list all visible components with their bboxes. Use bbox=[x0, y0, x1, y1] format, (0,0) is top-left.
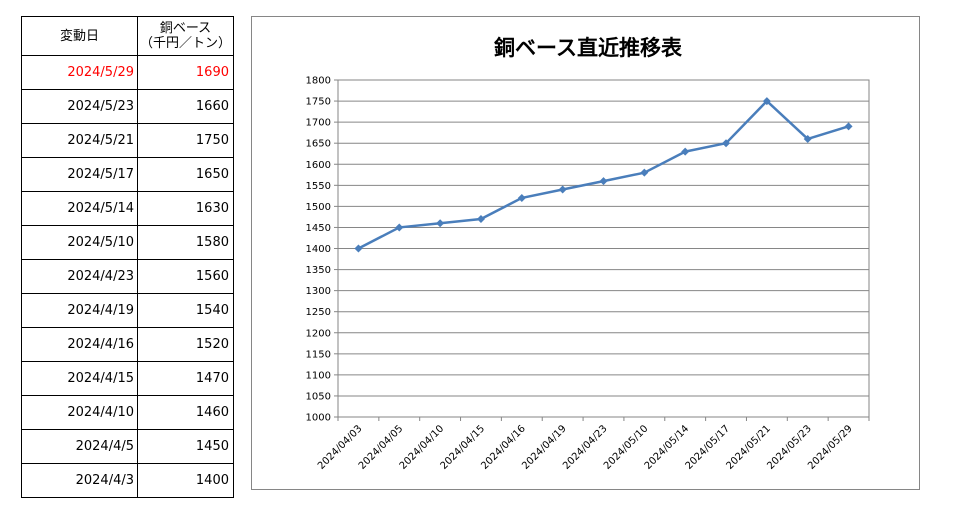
table-row: 2024/5/14 1630 bbox=[21, 191, 234, 226]
table-row: 2024/5/17 1650 bbox=[21, 157, 234, 192]
row-price: 1460 bbox=[137, 395, 234, 430]
data-point-marker bbox=[762, 97, 771, 106]
y-tick-label: 1550 bbox=[306, 181, 331, 192]
y-tick-label: 1600 bbox=[306, 160, 331, 171]
row-price: 1520 bbox=[137, 327, 234, 362]
row-price: 1690 bbox=[137, 55, 234, 90]
y-tick-label: 1200 bbox=[306, 328, 331, 339]
table-row: 2024/4/19 1540 bbox=[21, 293, 234, 328]
data-point-marker bbox=[436, 219, 445, 228]
row-price: 1750 bbox=[137, 123, 234, 158]
header-price-line1: 銅ベース bbox=[159, 21, 212, 36]
table-header-row: 変動日 銅ベース （千円／トン） bbox=[21, 16, 234, 56]
row-price: 1660 bbox=[137, 89, 234, 124]
data-point-marker bbox=[517, 193, 526, 202]
y-tick-label: 1800 bbox=[306, 76, 331, 87]
chart-svg: 銅ベース直近推移表 1000 1050 1100 1150 1200 1250 1300 13… bbox=[306, 36, 870, 472]
row-date: 2024/5/23 bbox=[21, 89, 138, 124]
table-body: 2024/5/29 1690 2024/5/23 1660 2024/5/21 1750 2… bbox=[21, 55, 234, 498]
chart-area: 銅ベース直近推移表 1000 1050 1100 1150 1200 1250 1300 13… bbox=[251, 16, 920, 490]
row-price: 1560 bbox=[137, 259, 234, 294]
data-point-marker bbox=[844, 122, 853, 131]
row-price: 1400 bbox=[137, 463, 234, 498]
data-point-marker bbox=[354, 244, 363, 253]
row-date: 2024/4/3 bbox=[21, 463, 138, 498]
data-point-marker bbox=[599, 177, 608, 186]
data-point-marker bbox=[476, 215, 485, 224]
row-date: 2024/4/19 bbox=[21, 293, 138, 328]
header-price: 銅ベース （千円／トン） bbox=[137, 16, 234, 56]
row-date: 2024/5/14 bbox=[21, 191, 138, 226]
y-tick-label: 1250 bbox=[306, 307, 331, 318]
table-row: 2024/5/23 1660 bbox=[21, 89, 234, 124]
y-tick-label: 1350 bbox=[306, 265, 331, 276]
y-tick-label: 1650 bbox=[306, 139, 331, 150]
data-point-marker bbox=[558, 185, 567, 194]
data-point-marker bbox=[640, 168, 649, 177]
row-date: 2024/4/5 bbox=[21, 429, 138, 464]
y-tick-label: 1700 bbox=[306, 118, 331, 129]
row-price: 1450 bbox=[137, 429, 234, 464]
row-date: 2024/5/17 bbox=[21, 157, 138, 192]
header-date: 変動日 bbox=[21, 16, 138, 56]
row-price: 1470 bbox=[137, 361, 234, 396]
table-row: 2024/4/15 1470 bbox=[21, 361, 234, 396]
x-tick-label: 2024/05/29 bbox=[806, 423, 855, 472]
table-row: 2024/4/3 1400 bbox=[21, 463, 234, 498]
plot-area-border bbox=[337, 79, 870, 418]
data-point-marker bbox=[395, 223, 404, 232]
y-tick-label: 1000 bbox=[306, 413, 331, 424]
row-price: 1650 bbox=[137, 157, 234, 192]
row-date: 2024/5/21 bbox=[21, 123, 138, 158]
y-tick-label: 1450 bbox=[306, 223, 331, 234]
table-row: 2024/4/16 1520 bbox=[21, 327, 234, 362]
data-point-marker bbox=[681, 147, 690, 156]
table-row: 2024/5/21 1750 bbox=[21, 123, 234, 158]
table-row: 2024/5/10 1580 bbox=[21, 225, 234, 260]
table-row: 2024/4/5 1450 bbox=[21, 429, 234, 464]
row-price: 1630 bbox=[137, 191, 234, 226]
price-table: 変動日 銅ベース （千円／トン） 2024/5/29 1690 2024/5/23 1… bbox=[21, 16, 234, 498]
row-date: 2024/5/29 bbox=[21, 55, 138, 90]
table-row-latest: 2024/5/29 1690 bbox=[21, 55, 234, 90]
y-tick-label: 1100 bbox=[306, 370, 331, 381]
y-tick-label: 1150 bbox=[306, 349, 331, 360]
chart-title: 銅ベース直近推移表 bbox=[494, 36, 683, 60]
data-point-marker bbox=[803, 134, 812, 143]
y-tick-label: 1400 bbox=[306, 244, 331, 255]
y-tick-label: 1750 bbox=[306, 97, 331, 108]
row-price: 1580 bbox=[137, 225, 234, 260]
series-line bbox=[357, 99, 849, 250]
row-date: 2024/4/15 bbox=[21, 361, 138, 396]
row-price: 1540 bbox=[137, 293, 234, 328]
y-tick-label: 1050 bbox=[306, 391, 331, 402]
row-date: 2024/5/10 bbox=[21, 225, 138, 260]
table-row: 2024/4/23 1560 bbox=[21, 259, 234, 294]
y-tick-label: 1300 bbox=[306, 286, 331, 297]
row-date: 2024/4/16 bbox=[21, 327, 138, 362]
y-tick-label: 1500 bbox=[306, 202, 331, 213]
table-row: 2024/4/10 1460 bbox=[21, 395, 234, 430]
data-point-marker bbox=[722, 139, 731, 148]
header-price-line2: （千円／トン） bbox=[139, 36, 231, 51]
row-date: 2024/4/10 bbox=[21, 395, 138, 430]
row-date: 2024/4/23 bbox=[21, 259, 138, 294]
